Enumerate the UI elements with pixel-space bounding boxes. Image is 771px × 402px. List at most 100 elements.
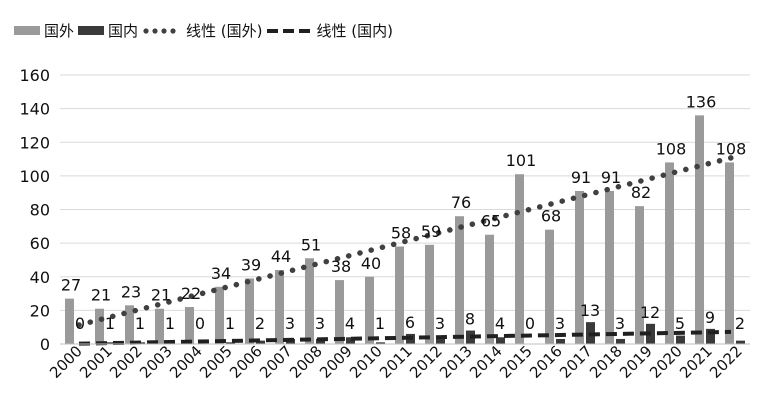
bar-domestic (436, 338, 445, 344)
data-label-foreign: 59 (421, 222, 441, 241)
data-label-domestic: 13 (580, 301, 600, 320)
data-label-foreign: 68 (541, 207, 561, 226)
bar-foreign (515, 174, 524, 344)
x-tick-label: 2011 (376, 342, 416, 382)
x-tick-label: 2009 (316, 342, 356, 382)
legend-item-domestic: 国内 (78, 20, 138, 41)
x-tick-label: 2015 (496, 342, 536, 382)
bar-foreign (125, 305, 134, 344)
bar-foreign (395, 246, 404, 344)
bar-domestic (496, 337, 505, 344)
data-label-domestic: 2 (255, 314, 265, 333)
bar-foreign (245, 278, 254, 344)
legend-label-trend-foreign: 线性 (国外) (186, 22, 263, 40)
data-label-foreign: 23 (121, 282, 141, 301)
data-label-domestic: 1 (135, 314, 145, 333)
y-tick-label: 100 (19, 167, 50, 186)
x-tick-label: 2008 (286, 342, 326, 382)
legend-swatch-foreign (14, 26, 40, 35)
data-label-foreign: 65 (481, 212, 501, 231)
x-tick-label: 2006 (226, 342, 266, 382)
x-tick-label: 2004 (166, 342, 206, 382)
y-tick-label: 20 (30, 301, 50, 320)
data-label-foreign: 108 (656, 139, 687, 158)
data-label-domestic: 4 (495, 314, 505, 333)
x-tick-label: 2016 (526, 342, 566, 382)
bar-foreign (215, 286, 224, 344)
bar-foreign (155, 308, 164, 344)
data-label-domestic: 8 (465, 310, 475, 329)
trendline-foreign (76, 155, 734, 328)
chart-legend: 国外 国内 线性 (国外) 线性 (国内) (14, 20, 397, 41)
bar-domestic (226, 342, 235, 344)
legend-item-trend-foreign: 线性 (国外) (142, 20, 263, 41)
legend-swatch-trend-domestic (266, 28, 313, 33)
bar-domestic (676, 335, 685, 344)
data-label-domestic: 9 (705, 308, 715, 327)
x-tick-label: 2012 (406, 342, 446, 382)
x-tick-label: 2003 (136, 342, 176, 382)
data-label-domestic: 1 (165, 314, 175, 333)
data-label-foreign: 34 (211, 264, 231, 283)
data-label-domestic: 12 (640, 303, 660, 322)
data-label-foreign: 22 (181, 284, 201, 303)
bar-foreign (365, 276, 374, 344)
bar-domestic (736, 340, 745, 344)
bar-domestic (316, 338, 325, 344)
y-tick-label: 140 (19, 100, 50, 119)
x-tick-label: 2020 (646, 342, 686, 382)
data-label-domestic: 0 (195, 314, 205, 333)
bar-foreign (725, 162, 734, 344)
bar-foreign (575, 191, 584, 344)
legend-item-trend-domestic: 线性 (国内) (266, 20, 393, 41)
bar-foreign (545, 229, 554, 344)
data-label-foreign: 40 (361, 254, 381, 273)
y-tick-label: 40 (30, 268, 50, 287)
bar-domestic (256, 340, 265, 344)
data-label-domestic: 1 (375, 314, 385, 333)
y-tick-label: 120 (19, 133, 50, 152)
data-label-domestic: 3 (315, 314, 325, 333)
data-label-domestic: 2 (735, 314, 745, 333)
x-tick-label: 2017 (556, 342, 596, 382)
x-tick-label: 2019 (616, 342, 656, 382)
legend-label-foreign: 国外 (44, 22, 75, 40)
bar-foreign (665, 162, 674, 344)
bar-foreign (305, 258, 314, 344)
x-tick-label: 2022 (706, 342, 746, 382)
bar-domestic (616, 338, 625, 344)
x-tick-label: 2000 (46, 342, 86, 382)
data-label-foreign: 27 (61, 276, 81, 295)
data-label-domestic: 6 (405, 313, 415, 332)
bar-foreign (95, 308, 104, 344)
data-label-domestic: 0 (525, 314, 535, 333)
bar-foreign (485, 234, 494, 344)
x-tick-label: 2007 (256, 342, 296, 382)
bar-foreign (335, 280, 344, 344)
bar-foreign (425, 244, 434, 344)
x-tick-label: 2005 (196, 342, 236, 382)
x-tick-label: 2014 (466, 342, 506, 382)
bar-foreign (185, 307, 194, 344)
data-label-domestic: 0 (75, 314, 85, 333)
data-label-foreign: 108 (716, 139, 747, 158)
data-label-foreign: 21 (151, 286, 171, 305)
data-label-foreign: 101 (506, 151, 537, 170)
data-label-domestic: 5 (675, 314, 685, 333)
data-label-foreign: 44 (271, 247, 291, 266)
y-tick-label: 160 (19, 66, 50, 85)
bar-domestic (706, 328, 715, 344)
data-label-foreign: 91 (601, 168, 621, 187)
x-tick-label: 2002 (106, 342, 146, 382)
data-label-domestic: 1 (225, 314, 235, 333)
trendline-domestic (78, 329, 732, 346)
y-tick-label: 80 (30, 201, 50, 220)
legend-label-domestic: 国内 (108, 22, 139, 40)
data-label-foreign: 39 (241, 255, 261, 274)
bar-foreign (275, 270, 284, 344)
bar-foreign (455, 216, 464, 344)
data-label-foreign: 38 (331, 257, 351, 276)
data-label-domestic: 3 (285, 314, 295, 333)
bar-domestic (106, 342, 115, 344)
x-tick-label: 2021 (676, 342, 716, 382)
